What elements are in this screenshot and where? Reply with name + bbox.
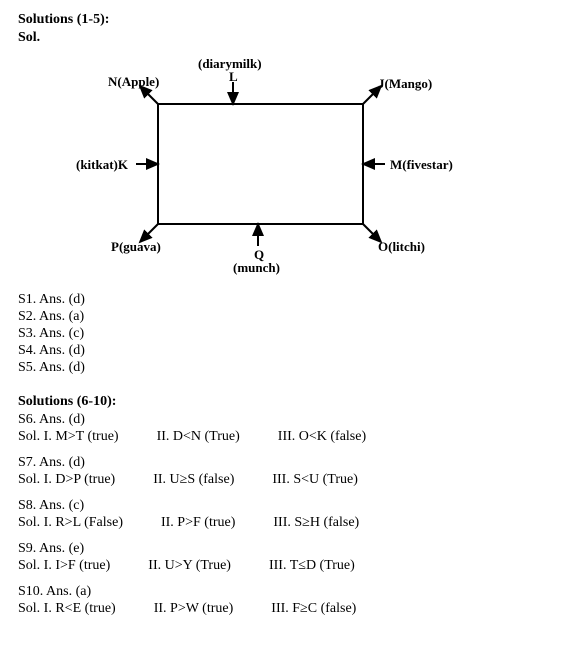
label-q-bot: (munch) — [233, 260, 280, 276]
label-p: P(guava) — [111, 239, 161, 255]
answer-line: S2. Ans. (a) — [18, 309, 557, 325]
label-o: O(litchi) — [378, 239, 425, 255]
answer-line: S10. Ans. (a) — [18, 584, 557, 600]
sol-label: Sol. — [18, 30, 557, 46]
label-l: L — [229, 69, 238, 85]
label-j: J(Mango) — [378, 76, 432, 92]
answer-line: S6. Ans. (d) — [18, 412, 557, 428]
label-n: N(Apple) — [108, 74, 159, 90]
solution-cell: III. F≥C (false) — [271, 601, 356, 617]
solution-block: S8. Ans. (c)Sol. I. R>L (False) II. P>F (… — [18, 498, 557, 531]
answer-line: S5. Ans. (d) — [18, 360, 557, 376]
solution-cell: Sol. I. D>P (true) — [18, 472, 115, 488]
solution-cell: III. S≥H (false) — [273, 515, 359, 531]
answer-line: S7. Ans. (d) — [18, 455, 557, 471]
solution-cell: Sol. I. R>L (False) — [18, 515, 123, 531]
solution-cell: Sol. I. I>F (true) — [18, 558, 110, 574]
solution-cell: III. O<K (false) — [278, 429, 366, 445]
section2: Solutions (6-10): S6. Ans. (d)Sol. I. M>… — [18, 394, 557, 617]
answer-line: S3. Ans. (c) — [18, 326, 557, 342]
solution-row: Sol. I. M>T (true) II. D<N (True) III. O<K… — [18, 429, 557, 445]
solution-block: S9. Ans. (e)Sol. I. I>F (true) II. U>Y (T… — [18, 541, 557, 574]
solution-cell: II. D<N (True) — [157, 429, 240, 445]
solution-cell: II. P>F (true) — [161, 515, 235, 531]
solution-cell: Sol. I. R<E (true) — [18, 601, 116, 617]
section2-title: Solutions (6-10): — [18, 394, 557, 410]
section1-title: Solutions (1-5): — [18, 12, 557, 28]
solution-cell: III. T≤D (True) — [269, 558, 355, 574]
solution-cell: II. U≥S (false) — [153, 472, 234, 488]
answer-line: S9. Ans. (e) — [18, 541, 557, 557]
answer-line: S8. Ans. (c) — [18, 498, 557, 514]
solution-row: Sol. I. D>P (true) II. U≥S (false) III. S<… — [18, 472, 557, 488]
label-k: (kitkat)K — [76, 157, 128, 173]
solution-cell: III. S<U (True) — [272, 472, 358, 488]
answers-1-5: S1. Ans. (d) S2. Ans. (a) S3. Ans. (c) S… — [18, 292, 557, 376]
solution-row: Sol. I. I>F (true) II. U>Y (True) III. T≤D… — [18, 558, 557, 574]
solution-block: S10. Ans. (a)Sol. I. R<E (true) II. P>W (… — [18, 584, 557, 617]
solution-row: Sol. I. R<E (true) II. P>W (true) III. F≥C… — [18, 601, 557, 617]
label-m: M(fivestar) — [390, 157, 453, 173]
solution-block: S6. Ans. (d)Sol. I. M>T (true) II. D<N (T… — [18, 412, 557, 445]
answer-line: S4. Ans. (d) — [18, 343, 557, 359]
solution-cell: Sol. I. M>T (true) — [18, 429, 119, 445]
solution-row: Sol. I. R>L (False) II. P>F (true) III. S≥… — [18, 515, 557, 531]
seating-diagram: N(Apple) (diarymilk) L J(Mango) (kitkat)… — [78, 54, 458, 274]
solution-cell: II. U>Y (True) — [148, 558, 231, 574]
answer-line: S1. Ans. (d) — [18, 292, 557, 308]
solution-cell: II. P>W (true) — [154, 601, 234, 617]
solution-block: S7. Ans. (d)Sol. I. D>P (true) II. U≥S (f… — [18, 455, 557, 488]
